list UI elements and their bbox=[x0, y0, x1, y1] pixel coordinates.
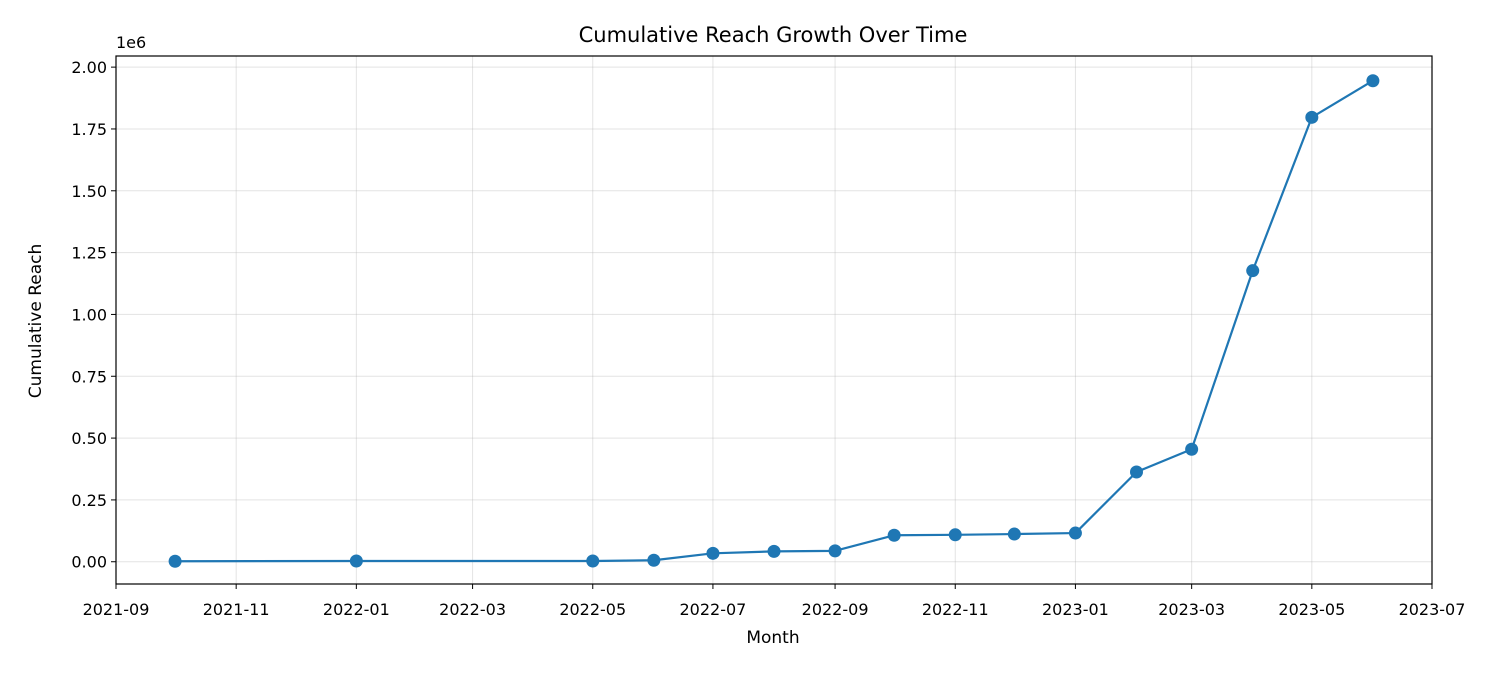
x-tick-label: 2022-09 bbox=[802, 600, 869, 619]
x-tick-label: 2021-09 bbox=[83, 600, 150, 619]
data-point bbox=[586, 554, 600, 568]
data-point bbox=[1246, 264, 1260, 278]
data-point bbox=[647, 553, 661, 567]
data-point bbox=[706, 546, 720, 560]
x-tick-label: 2022-11 bbox=[922, 600, 989, 619]
y-axis-offset-label: 1e6 bbox=[116, 33, 146, 52]
y-tick-label: 2.00 bbox=[71, 58, 107, 77]
x-axis-title: Month bbox=[746, 628, 799, 648]
y-tick-label: 1.00 bbox=[71, 305, 107, 324]
plot-frame bbox=[115, 55, 1433, 585]
series-group bbox=[168, 74, 1380, 568]
x-tick-label: 2023-05 bbox=[1278, 600, 1345, 619]
x-tick-label: 2023-03 bbox=[1158, 600, 1225, 619]
y-axis-ticks: 0.00 0.25 0.50 0.75 1.00 1.25 1.50 1.75 2.00 bbox=[71, 58, 116, 572]
data-point bbox=[1366, 74, 1380, 88]
chart-title: Cumulative Reach Growth Over Time bbox=[579, 23, 968, 47]
data-point bbox=[168, 554, 182, 568]
x-tick-label: 2023-07 bbox=[1399, 600, 1466, 619]
y-axis-title: Cumulative Reach bbox=[26, 244, 46, 398]
y-tick-label: 0.00 bbox=[71, 553, 107, 572]
y-tick-label: 1.50 bbox=[71, 182, 107, 201]
x-tick-label: 2022-07 bbox=[679, 600, 746, 619]
y-tick-label: 1.75 bbox=[71, 120, 107, 139]
data-point bbox=[1007, 527, 1021, 541]
y-tick-label: 1.25 bbox=[71, 244, 107, 263]
x-tick-label: 2022-05 bbox=[559, 600, 626, 619]
data-point bbox=[1129, 465, 1143, 479]
x-tick-label: 2023-01 bbox=[1042, 600, 1109, 619]
y-tick-label: 0.25 bbox=[71, 491, 107, 510]
data-point bbox=[1185, 442, 1199, 456]
data-point bbox=[887, 528, 901, 542]
data-point bbox=[948, 528, 962, 542]
data-point bbox=[1305, 110, 1319, 124]
data-point bbox=[1068, 526, 1082, 540]
x-tick-label: 2022-01 bbox=[323, 600, 390, 619]
data-point bbox=[767, 544, 781, 558]
y-tick-label: 0.50 bbox=[71, 429, 107, 448]
x-tick-label: 2022-03 bbox=[439, 600, 506, 619]
x-tick-label: 2021-11 bbox=[203, 600, 270, 619]
data-point bbox=[828, 544, 842, 558]
series-line bbox=[175, 79, 1374, 563]
data-point bbox=[349, 554, 363, 568]
x-axis-ticks: 2021-09 2021-11 2022-01 2022-03 2022-05 2022-… bbox=[83, 584, 1466, 619]
y-tick-label: 0.75 bbox=[71, 367, 107, 386]
